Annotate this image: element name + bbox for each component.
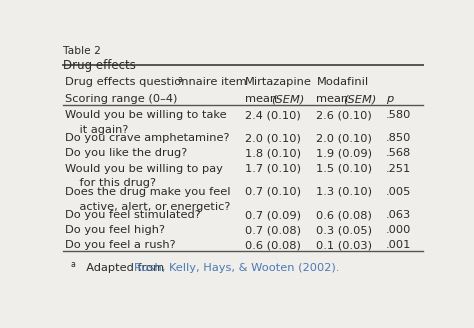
Text: .850: .850 [386, 133, 411, 143]
Text: mean: mean [245, 94, 281, 104]
Text: 0.3 (0.05): 0.3 (0.05) [316, 225, 373, 235]
Text: Do you feel stimulated?: Do you feel stimulated? [65, 210, 201, 220]
Text: a: a [70, 260, 75, 269]
Text: Would you be willing to pay: Would you be willing to pay [65, 164, 223, 174]
Text: 1.7 (0.10): 1.7 (0.10) [245, 164, 301, 174]
Text: Mirtazapine: Mirtazapine [245, 77, 311, 87]
Text: 2.6 (0.10): 2.6 (0.10) [316, 110, 372, 120]
Text: for this drug?: for this drug? [65, 178, 156, 188]
Text: 2.4 (0.10): 2.4 (0.10) [245, 110, 301, 120]
Text: Drug effects questionnaire item: Drug effects questionnaire item [65, 77, 246, 87]
Text: Drug effects: Drug effects [63, 59, 136, 72]
Text: 1.5 (0.10): 1.5 (0.10) [316, 164, 373, 174]
Text: a: a [178, 75, 183, 84]
Text: 1.8 (0.10): 1.8 (0.10) [245, 149, 301, 158]
Text: 2.0 (0.10): 2.0 (0.10) [245, 133, 301, 143]
Text: .001: .001 [386, 240, 411, 250]
Text: Do you crave amphetamine?: Do you crave amphetamine? [65, 133, 229, 143]
Text: (SEM): (SEM) [272, 94, 305, 104]
Text: .568: .568 [386, 149, 411, 158]
Text: 0.7 (0.10): 0.7 (0.10) [245, 187, 301, 197]
Text: Do you like the drug?: Do you like the drug? [65, 149, 187, 158]
Text: (SEM): (SEM) [343, 94, 376, 104]
Text: mean: mean [316, 94, 352, 104]
Text: .580: .580 [386, 110, 411, 120]
Text: 0.1 (0.03): 0.1 (0.03) [316, 240, 373, 250]
Text: active, alert, or energetic?: active, alert, or energetic? [65, 201, 230, 212]
Text: it again?: it again? [65, 125, 128, 135]
Text: 1.9 (0.09): 1.9 (0.09) [316, 149, 373, 158]
Text: Do you feel high?: Do you feel high? [65, 225, 165, 235]
Text: Rush, Kelly, Hays, & Wooten (2002).: Rush, Kelly, Hays, & Wooten (2002). [134, 263, 339, 273]
Text: 0.7 (0.08): 0.7 (0.08) [245, 225, 301, 235]
Text: Would you be willing to take: Would you be willing to take [65, 110, 227, 120]
Text: .005: .005 [386, 187, 411, 197]
Text: Modafinil: Modafinil [316, 77, 368, 87]
Text: .000: .000 [386, 225, 411, 235]
Text: 0.6 (0.08): 0.6 (0.08) [316, 210, 372, 220]
Text: Table 2: Table 2 [63, 46, 101, 56]
Text: Adapted from: Adapted from [80, 263, 168, 273]
Text: 0.7 (0.09): 0.7 (0.09) [245, 210, 301, 220]
Text: 2.0 (0.10): 2.0 (0.10) [316, 133, 372, 143]
Text: .251: .251 [386, 164, 411, 174]
Text: p: p [386, 94, 393, 104]
Text: 1.3 (0.10): 1.3 (0.10) [316, 187, 373, 197]
Text: 0.6 (0.08): 0.6 (0.08) [245, 240, 301, 250]
Text: Scoring range (0–4): Scoring range (0–4) [65, 94, 177, 104]
Text: Do you feel a rush?: Do you feel a rush? [65, 240, 175, 250]
Text: Does the drug make you feel: Does the drug make you feel [65, 187, 230, 197]
Text: .063: .063 [386, 210, 411, 220]
